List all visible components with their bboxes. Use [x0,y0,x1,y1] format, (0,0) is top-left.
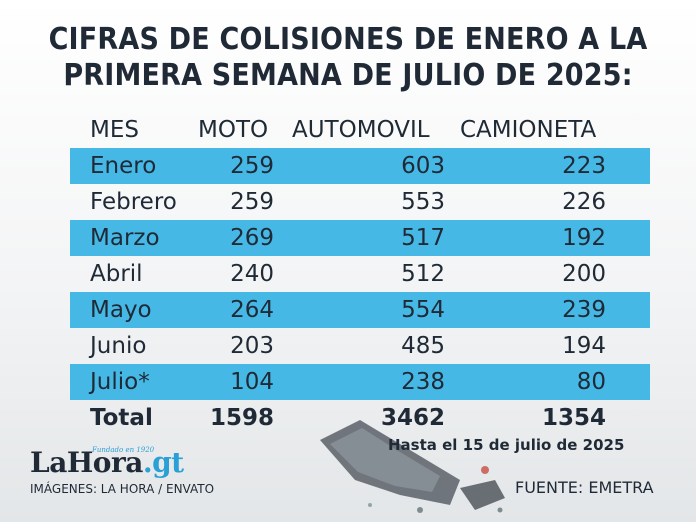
cell-automovil: 517 [401,225,445,251]
cell-mes: Abril [90,261,143,287]
cell-moto: 104 [230,369,274,395]
table-row: Enero 259 603 223 [70,148,650,184]
table-row: Abril 240 512 200 [70,256,650,292]
table-row: Marzo 269 517 192 [70,220,650,256]
cell-camioneta: 80 [576,369,606,395]
table-header-row: MES MOTO AUTOMOVIL CAMIONETA [70,112,650,148]
data-source: FUENTE: EMETRA [515,478,654,497]
date-note: Hasta el 15 de julio de 2025 [388,436,625,454]
cell-mes: Enero [90,153,157,179]
cell-mes: Marzo [90,225,160,251]
cell-mes: Mayo [90,297,152,323]
table-row: Febrero 259 553 226 [70,184,650,220]
title-line-1: CIFRAS DE COLISIONES DE ENERO A LA [48,22,648,57]
cell-camioneta: 226 [562,189,606,215]
cell-camioneta: 200 [562,261,606,287]
cell-mes: Julio* [90,369,150,395]
total-label: Total [90,405,153,431]
cell-moto: 240 [230,261,274,287]
logo-tagline: Fundado en 1920 [92,446,155,454]
cell-automovil: 485 [401,333,445,359]
table-row: Junio 203 485 194 [70,328,650,364]
table-row: Julio* 104 238 80 [70,364,650,400]
car-debris-illustration [320,420,505,513]
title-line-2: PRIMERA SEMANA DE JULIO DE 2025: [63,58,633,93]
image-credits: IMÁGENES: LA HORA / ENVATO [30,482,215,496]
lahora-logo: LaHora.gt [30,446,184,479]
cell-automovil: 554 [401,297,445,323]
total-automovil: 3462 [380,405,445,431]
cell-camioneta: 223 [562,153,606,179]
cell-mes: Febrero [90,189,177,215]
total-camioneta: 1354 [541,405,606,431]
header-mes: MES [90,117,139,143]
logo-suffix: .gt [142,446,184,479]
cell-automovil: 512 [401,261,445,287]
cell-camioneta: 192 [562,225,606,251]
cell-camioneta: 239 [562,297,606,323]
cell-automovil: 553 [401,189,445,215]
header-moto: MOTO [198,117,269,143]
cell-moto: 259 [230,153,274,179]
logo-main: LaHora [30,446,143,479]
cell-moto: 264 [230,297,274,323]
header-automovil: AUTOMOVIL [292,117,430,143]
cell-moto: 269 [230,225,274,251]
cell-automovil: 238 [401,369,445,395]
cell-automovil: 603 [401,153,445,179]
cell-moto: 203 [230,333,274,359]
cell-camioneta: 194 [562,333,606,359]
cell-moto: 259 [230,189,274,215]
total-moto: 1598 [209,405,274,431]
table-total-row: Total 1598 3462 1354 [70,400,650,436]
collisions-table: MES MOTO AUTOMOVIL CAMIONETA Enero 259 6… [70,112,650,436]
header-camioneta: CAMIONETA [460,117,597,143]
table-row: Mayo 264 554 239 [70,292,650,328]
cell-mes: Junio [90,333,147,359]
page-title: CIFRAS DE COLISIONES DE ENERO A LA PRIME… [35,22,661,94]
